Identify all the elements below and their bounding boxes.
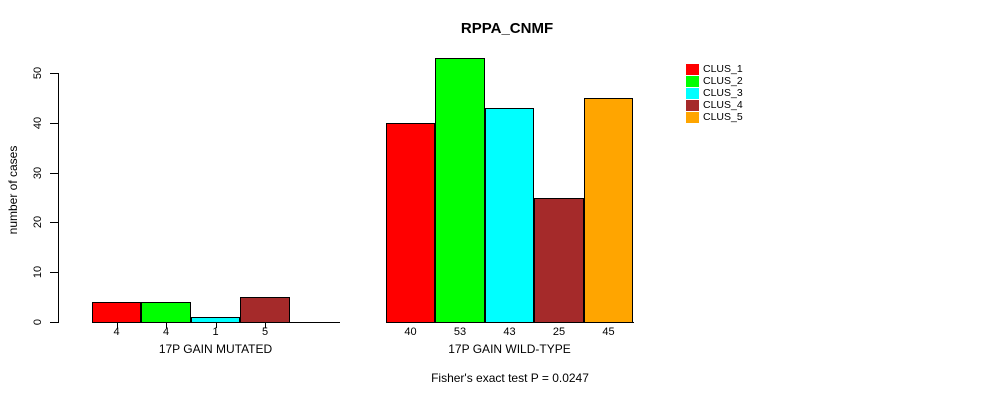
group-label-17p-gain-mutated: 17P GAIN MUTATED [158, 342, 273, 356]
legend-swatch-clus-1 [686, 64, 699, 75]
legend-label: CLUS_5 [703, 111, 743, 123]
y-axis-tick-label: 0 [32, 318, 44, 326]
bar-value-label: 40 [404, 326, 417, 338]
bar-clus-2-group1 [141, 302, 191, 323]
y-axis-tick [50, 272, 58, 273]
bar-clus-3-group2 [485, 108, 534, 323]
y-axis-tick [50, 173, 58, 174]
x-axis-tick [117, 323, 118, 328]
y-axis-tick-label: 40 [32, 116, 44, 130]
y-axis-tick-label: 20 [32, 215, 44, 229]
bar-value-label: 25 [552, 326, 566, 338]
legend-swatch-clus-2 [686, 76, 699, 87]
bar-clus-5-group2 [584, 98, 633, 323]
y-axis-line [58, 73, 59, 323]
y-axis-tick [50, 123, 58, 124]
bar-value-label: 4 [162, 326, 170, 338]
bar-value-label: 4 [113, 326, 120, 338]
legend-swatch-clus-3 [686, 88, 699, 99]
bar-value-label: 43 [503, 326, 516, 338]
y-axis-tick-label: 10 [32, 265, 44, 279]
bar-clus-4-group1 [240, 297, 290, 323]
y-axis-tick-label: 30 [32, 166, 44, 180]
x-axis-tick [216, 323, 217, 328]
fisher-test-annotation: Fisher's exact test P = 0.0247 [431, 371, 589, 385]
legend-label: CLUS_4 [703, 99, 743, 111]
bar-clus-4-group2 [534, 198, 584, 323]
y-axis-tick [50, 73, 58, 74]
legend-label: CLUS_2 [703, 75, 743, 87]
bar-value-label: 45 [602, 326, 615, 338]
y-axis-label: number of cases [6, 145, 20, 235]
y-axis-tick-label: 50 [32, 66, 44, 80]
x-axis-tick [265, 323, 266, 328]
bar-value-label: 5 [261, 326, 269, 338]
chart-title: RPPA_CNMF [460, 20, 554, 37]
bar-value-label: 53 [453, 326, 467, 338]
legend-swatch-clus-5 [686, 112, 699, 123]
y-axis-tick [50, 222, 58, 223]
bar-clus-1-group1 [92, 302, 141, 323]
y-axis-tick [50, 322, 58, 323]
bar-clus-1-group2 [386, 123, 435, 323]
x-axis-tick [166, 323, 167, 328]
bar-value-label: 1 [212, 326, 219, 338]
group-label-17p-gain-wild-type: 17P GAIN WILD-TYPE [448, 342, 571, 356]
bar-clus-3-group1 [191, 317, 240, 323]
legend-label: CLUS_1 [703, 63, 743, 75]
legend-label: CLUS_3 [703, 87, 743, 99]
legend-swatch-clus-4 [686, 100, 699, 111]
bar-clus-2-group2 [435, 58, 485, 323]
